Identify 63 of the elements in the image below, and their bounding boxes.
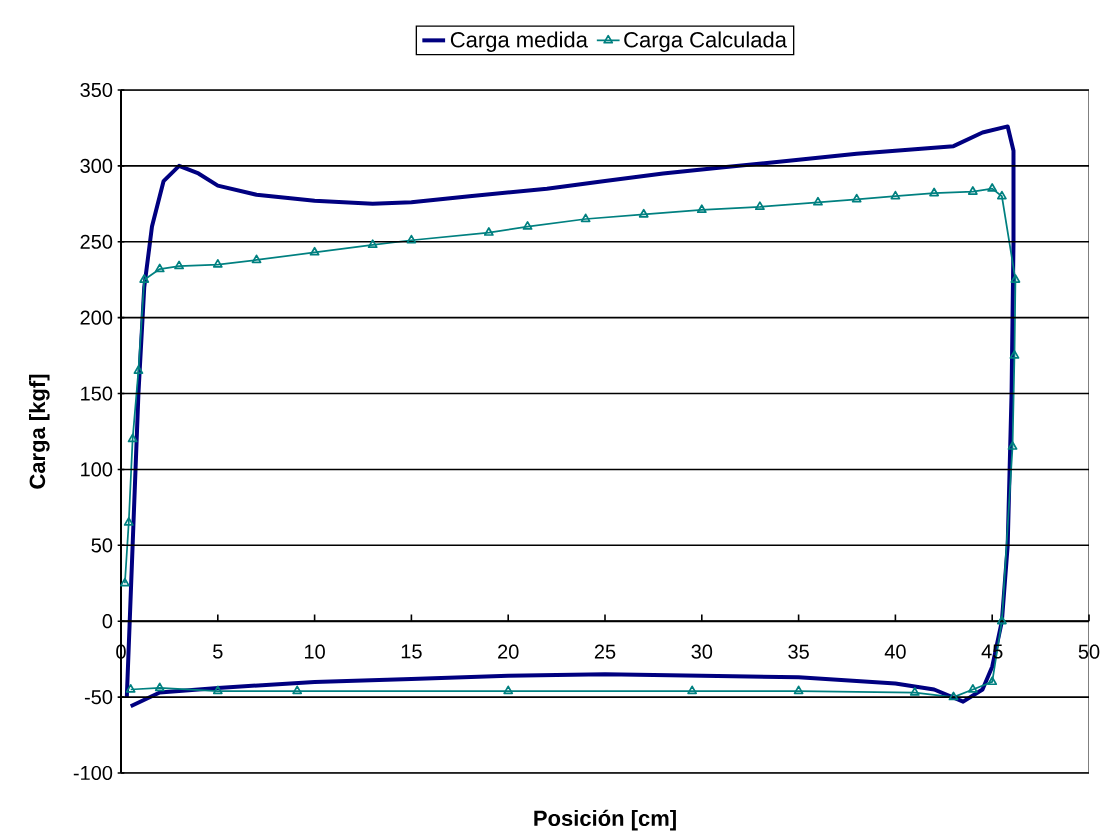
point — [687, 685, 698, 695]
point — [638, 208, 649, 218]
point — [127, 433, 138, 443]
point — [967, 683, 978, 693]
point — [174, 260, 184, 270]
x-tick-label: 50 — [1078, 644, 1100, 659]
y-axis-title: Carga [kgf] — [29, 374, 50, 489]
point — [406, 234, 417, 244]
y-tick-label: 50 — [91, 538, 113, 553]
x-tick-label: 15 — [401, 644, 422, 659]
point — [851, 193, 862, 203]
point — [1010, 274, 1021, 283]
point — [1009, 350, 1020, 359]
x-tick-label: 30 — [691, 644, 713, 659]
point — [212, 685, 223, 695]
x-axis-title: Posición [cm] — [534, 809, 676, 831]
point — [367, 239, 378, 248]
point — [154, 263, 165, 273]
y-tick-label: -100 — [73, 765, 113, 781]
point — [987, 676, 998, 686]
point — [890, 190, 901, 200]
point — [125, 683, 136, 693]
x-tick-label: 5 — [213, 644, 223, 659]
point — [483, 227, 494, 236]
legend-label: Carga Calculada — [624, 31, 787, 52]
y-tick-label: 0 — [102, 614, 113, 629]
point — [522, 221, 533, 230]
point — [133, 365, 144, 374]
point — [996, 615, 1007, 625]
point — [154, 682, 165, 692]
point — [929, 187, 940, 197]
legend-label: Carga medida — [450, 31, 588, 52]
point — [987, 183, 998, 192]
point — [996, 190, 1007, 200]
point — [212, 259, 223, 268]
x-tick-label: 40 — [884, 644, 906, 659]
point — [251, 254, 262, 264]
x-tick-label: 20 — [498, 644, 519, 659]
point — [123, 517, 134, 526]
point — [503, 685, 514, 695]
point — [309, 246, 320, 256]
point — [292, 685, 303, 695]
point — [909, 687, 920, 696]
point — [1007, 441, 1018, 450]
y-tick-label: -50 — [84, 690, 113, 705]
y-tick-label: 300 — [80, 158, 113, 173]
x-tick-label: 10 — [305, 644, 325, 659]
point — [967, 186, 978, 195]
y-tick-label: 200 — [80, 310, 113, 325]
x-tick-label: 25 — [594, 644, 616, 659]
x-tick-label: 35 — [788, 644, 809, 659]
point — [580, 213, 591, 223]
point — [119, 577, 130, 587]
y-tick-label: 100 — [81, 462, 113, 477]
point — [139, 274, 150, 283]
point — [948, 691, 959, 701]
y-tick-label: 350 — [80, 82, 113, 98]
point — [754, 201, 765, 211]
point — [793, 685, 804, 695]
y-tick-label: 150 — [81, 386, 113, 401]
point — [696, 204, 707, 214]
point — [813, 196, 823, 206]
y-tick-label: 250 — [80, 234, 113, 249]
